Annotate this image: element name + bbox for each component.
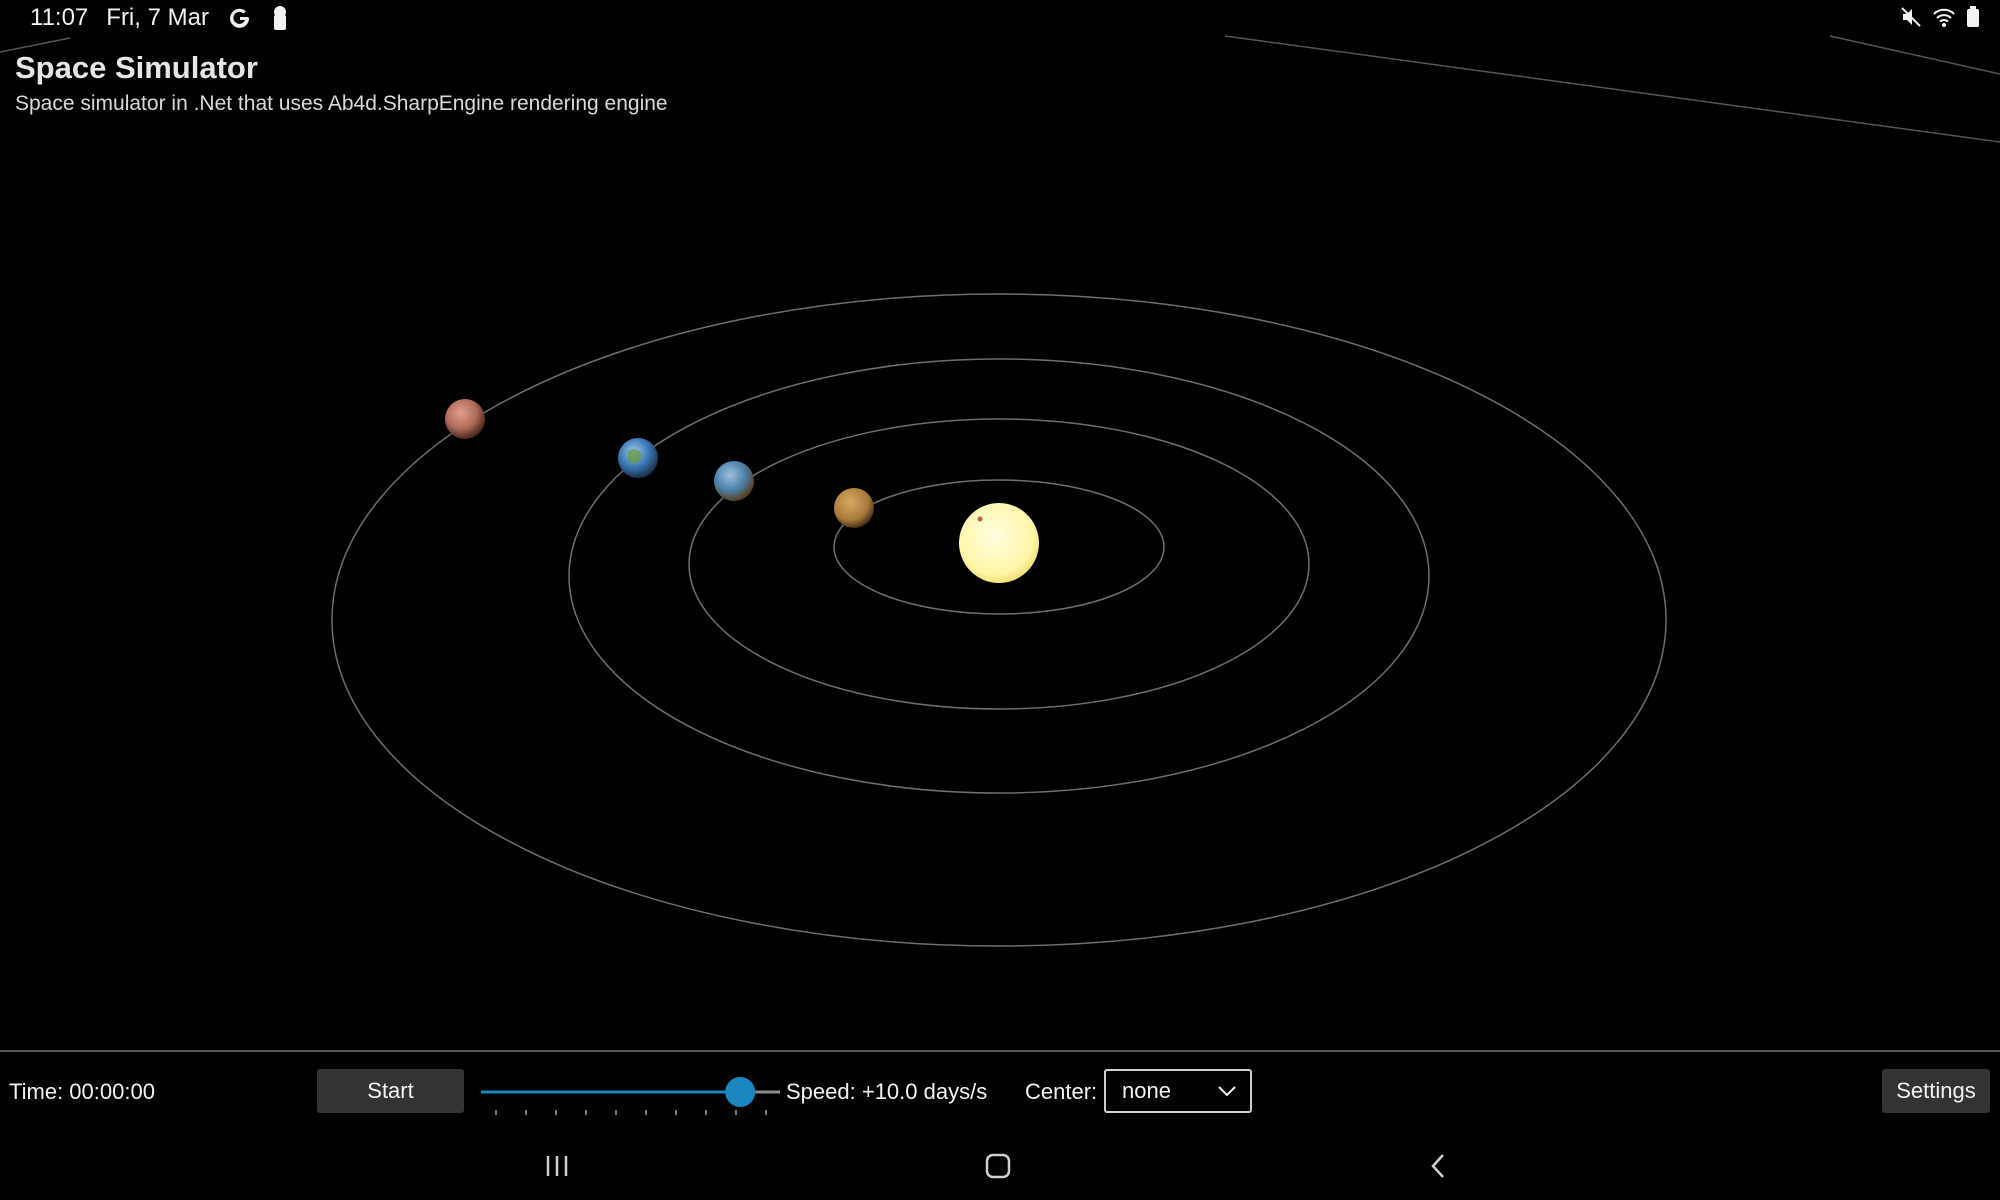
speed-label: Speed: +10.0 days/s — [786, 1079, 988, 1104]
status-time: 11:07 — [30, 4, 89, 31]
earth-continent — [628, 449, 642, 464]
keyhole-icon — [273, 6, 286, 30]
battery-icon — [1967, 6, 1979, 27]
back-button[interactable] — [1418, 1146, 1458, 1186]
home-icon — [985, 1153, 1011, 1179]
slider-thumb[interactable] — [725, 1077, 756, 1107]
google-icon — [229, 8, 249, 28]
wifi-icon — [1933, 8, 1955, 27]
venus[interactable] — [714, 461, 754, 501]
solar-system-scene[interactable] — [0, 0, 2000, 1050]
page-title: Space Simulator — [15, 50, 258, 85]
recent-apps-icon — [546, 1156, 568, 1176]
status-bar: 11:07 Fri, 7 Mar — [0, 0, 2000, 38]
sun-spot — [977, 516, 983, 522]
slider-ticks — [495, 1110, 767, 1115]
back-icon — [1431, 1154, 1444, 1178]
mars[interactable] — [445, 399, 485, 439]
outer-orbit-line — [1829, 35, 2000, 75]
recent-apps-button[interactable] — [537, 1146, 577, 1186]
status-left: 11:07 Fri, 7 Mar — [30, 4, 289, 32]
sun[interactable] — [959, 503, 1039, 583]
mute-icon — [1901, 7, 1921, 27]
mars-orbit — [331, 293, 1667, 947]
mercury[interactable] — [834, 488, 874, 528]
start-button[interactable]: Start — [317, 1069, 464, 1113]
center-label: Center: — [1025, 1079, 1098, 1104]
outer-orbit-line — [1224, 35, 2000, 143]
mercury-orbit — [833, 479, 1165, 615]
venus-orbit — [688, 418, 1310, 710]
home-button[interactable] — [978, 1146, 1018, 1186]
center-select[interactable]: none — [1104, 1069, 1252, 1113]
page-subtitle: Space simulator in .Net that uses Ab4d.S… — [15, 92, 668, 115]
bottom-toolbar: Time: 00:00:00 Start Speed: +10.0 days/s… — [0, 1050, 2000, 1132]
center-selected-value: none — [1122, 1078, 1171, 1103]
outer-orbit-line — [0, 37, 71, 53]
speed-slider[interactable] — [480, 1066, 780, 1116]
time-label: Time: 00:00:00 — [9, 1079, 155, 1104]
status-date: Fri, 7 Mar — [106, 4, 209, 31]
chevron-down-icon — [1218, 1086, 1236, 1097]
status-right — [1900, 6, 1980, 28]
navigation-bar — [0, 1130, 2000, 1200]
settings-button[interactable]: Settings — [1882, 1069, 1990, 1113]
earth-orbit — [568, 358, 1430, 794]
